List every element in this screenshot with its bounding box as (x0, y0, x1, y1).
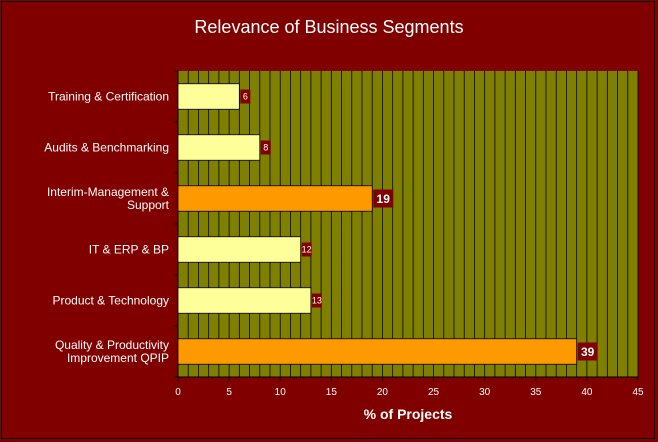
data-label: 39 (581, 345, 595, 359)
x-tick-label: 20 (377, 387, 389, 398)
category-label: Product & Technology (52, 294, 169, 308)
category-labels: Training & Certification Audits & Benchma… (44, 70, 178, 378)
bar (177, 338, 578, 365)
data-label-box (311, 293, 322, 308)
data-label: 8 (263, 143, 268, 153)
x-tick-label: 35 (530, 387, 542, 398)
x-axis-ticks: 0 5 10 15 20 25 30 35 40 45 (175, 377, 644, 398)
x-tick-label: 25 (428, 387, 440, 398)
category-label: Interim-Management & (47, 185, 169, 199)
bar (177, 287, 312, 314)
category-label: Quality & Productivity (55, 338, 169, 352)
category-label: Improvement QPIP (67, 351, 169, 365)
data-label: 6 (243, 92, 248, 102)
bar (177, 134, 261, 161)
data-label: 19 (377, 192, 391, 206)
gridlines (177, 71, 639, 381)
data-label-box (260, 140, 271, 155)
x-tick-label: 30 (479, 387, 491, 398)
bar (177, 236, 302, 263)
x-tick-label: 45 (632, 387, 644, 398)
bars: 6 8 19 12 13 39 (177, 83, 598, 365)
x-tick-label: 0 (175, 387, 181, 398)
data-label: 12 (302, 245, 312, 255)
category-label: Training & Certification (48, 90, 169, 104)
category-label: Audits & Benchmarking (44, 141, 169, 155)
chart-title: Relevance of Business Segments (194, 17, 463, 37)
x-tick-label: 5 (226, 387, 232, 398)
data-label-box (240, 89, 251, 104)
bar (177, 83, 240, 110)
data-label-box (301, 242, 312, 257)
category-label: IT & ERP & BP (89, 243, 169, 257)
plot-area (178, 71, 638, 377)
x-axis-label: % of Projects (364, 406, 453, 422)
data-label: 13 (312, 296, 322, 306)
data-label-box (373, 189, 394, 208)
data-label-box (577, 342, 598, 361)
category-label: Support (127, 198, 170, 212)
bar (177, 185, 373, 212)
x-tick-label: 40 (581, 387, 593, 398)
x-tick-label: 10 (275, 387, 287, 398)
x-tick-label: 15 (326, 387, 338, 398)
